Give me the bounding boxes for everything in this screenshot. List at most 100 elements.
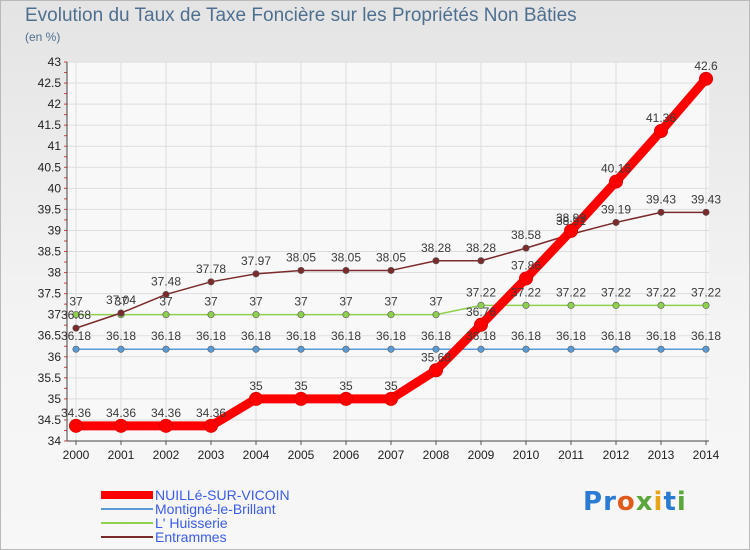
data-label: 37 — [69, 295, 83, 309]
data-label: 39.43 — [646, 192, 676, 206]
y-tick-label: 40 — [48, 181, 62, 195]
data-point — [654, 124, 668, 139]
data-label: 36.18 — [196, 329, 226, 343]
legend-item: Montigné-le-Brillant — [101, 502, 290, 516]
data-label: 36.18 — [286, 329, 316, 343]
data-point — [207, 345, 215, 353]
x-tick-label: 2010 — [513, 448, 540, 462]
data-label: 37.86 — [511, 258, 541, 272]
data-point — [522, 244, 530, 252]
data-label: 35.68 — [421, 350, 451, 364]
y-tick-label: 41 — [48, 139, 62, 153]
data-label: 34.36 — [196, 406, 226, 420]
data-point — [117, 309, 125, 317]
data-label: 38.05 — [286, 250, 316, 264]
data-label: 37 — [294, 295, 308, 309]
data-label: 37.48 — [151, 274, 181, 288]
data-point — [474, 317, 488, 332]
x-tick-label: 2008 — [423, 448, 450, 462]
data-label: 41.36 — [646, 111, 676, 125]
y-tick-label: 35.5 — [38, 371, 62, 385]
data-label: 36.18 — [376, 329, 406, 343]
data-label: 36.18 — [646, 329, 676, 343]
legend-label: L' Huisserie — [155, 515, 228, 531]
y-tick-label: 42 — [48, 97, 62, 111]
data-label: 36.18 — [601, 329, 631, 343]
legend-item: NUILLé-SUR-VICOIN — [101, 488, 290, 502]
data-label: 34.36 — [106, 406, 136, 420]
data-point — [432, 311, 440, 319]
x-tick-label: 2003 — [198, 448, 225, 462]
data-label: 36.76 — [466, 305, 496, 319]
data-point — [162, 311, 170, 319]
legend-label: Entrammes — [155, 529, 227, 545]
y-tick-label: 38.5 — [38, 245, 62, 259]
data-label: 37.22 — [466, 285, 496, 299]
chart-title: Evolution du Taux de Taxe Foncière sur l… — [25, 5, 577, 26]
x-tick-label: 2014 — [693, 448, 720, 462]
data-label: 37.97 — [241, 254, 271, 268]
x-tick-label: 2000 — [63, 448, 90, 462]
data-point — [609, 174, 623, 189]
data-label: 38.28 — [466, 241, 496, 255]
x-tick-label: 2012 — [603, 448, 630, 462]
y-tick-label: 43 — [48, 55, 62, 69]
data-label: 36.18 — [421, 329, 451, 343]
data-point — [702, 208, 710, 216]
data-label: 36.18 — [691, 329, 721, 343]
data-point — [342, 266, 350, 274]
data-label: 37 — [429, 295, 443, 309]
data-label: 36.18 — [106, 329, 136, 343]
unit-label: (en %) — [25, 30, 61, 44]
x-tick-label: 2006 — [333, 448, 360, 462]
data-point — [567, 301, 575, 309]
legend-swatch — [101, 522, 153, 524]
data-label: 38.05 — [376, 250, 406, 264]
data-point — [564, 223, 578, 238]
data-point — [72, 324, 80, 332]
data-point — [387, 266, 395, 274]
proxiti-logo: Proxiti — [583, 487, 687, 517]
data-label: 35 — [294, 379, 308, 393]
data-point — [162, 290, 170, 298]
data-point — [69, 418, 83, 433]
data-point — [207, 311, 215, 319]
data-point — [159, 418, 173, 433]
data-point — [477, 301, 485, 309]
data-point — [252, 345, 260, 353]
data-point — [117, 345, 125, 353]
data-label: 37 — [114, 295, 128, 309]
y-tick-label: 40.5 — [38, 160, 62, 174]
x-tick-label: 2009 — [468, 448, 495, 462]
data-point — [657, 301, 665, 309]
data-point — [384, 391, 398, 406]
legend-label: NUILLé-SUR-VICOIN — [155, 487, 290, 503]
x-tick-label: 2005 — [288, 448, 315, 462]
x-tick-label: 2001 — [108, 448, 135, 462]
y-tick-label: 41.5 — [38, 118, 62, 132]
data-label: 36.18 — [511, 329, 541, 343]
data-point — [204, 418, 218, 433]
data-point — [429, 363, 443, 378]
data-point — [522, 345, 530, 353]
data-point — [207, 278, 215, 286]
data-label: 34.36 — [61, 406, 91, 420]
data-label: 36.18 — [151, 329, 181, 343]
data-point — [657, 208, 665, 216]
data-label: 42.6 — [694, 59, 718, 73]
y-tick-label: 37 — [48, 308, 62, 322]
data-point — [72, 345, 80, 353]
data-label: 37.78 — [196, 262, 226, 276]
data-point — [297, 311, 305, 319]
legend-label: Montigné-le-Brillant — [155, 501, 276, 517]
data-point — [339, 391, 353, 406]
y-tick-label: 34 — [48, 434, 62, 448]
data-label: 37.04 — [106, 293, 136, 307]
y-tick-label: 36 — [48, 350, 62, 364]
data-label: 37.22 — [511, 285, 541, 299]
data-label: 38.91 — [556, 214, 586, 228]
data-label: 37.22 — [646, 285, 676, 299]
data-point — [522, 301, 530, 309]
data-point — [612, 345, 620, 353]
